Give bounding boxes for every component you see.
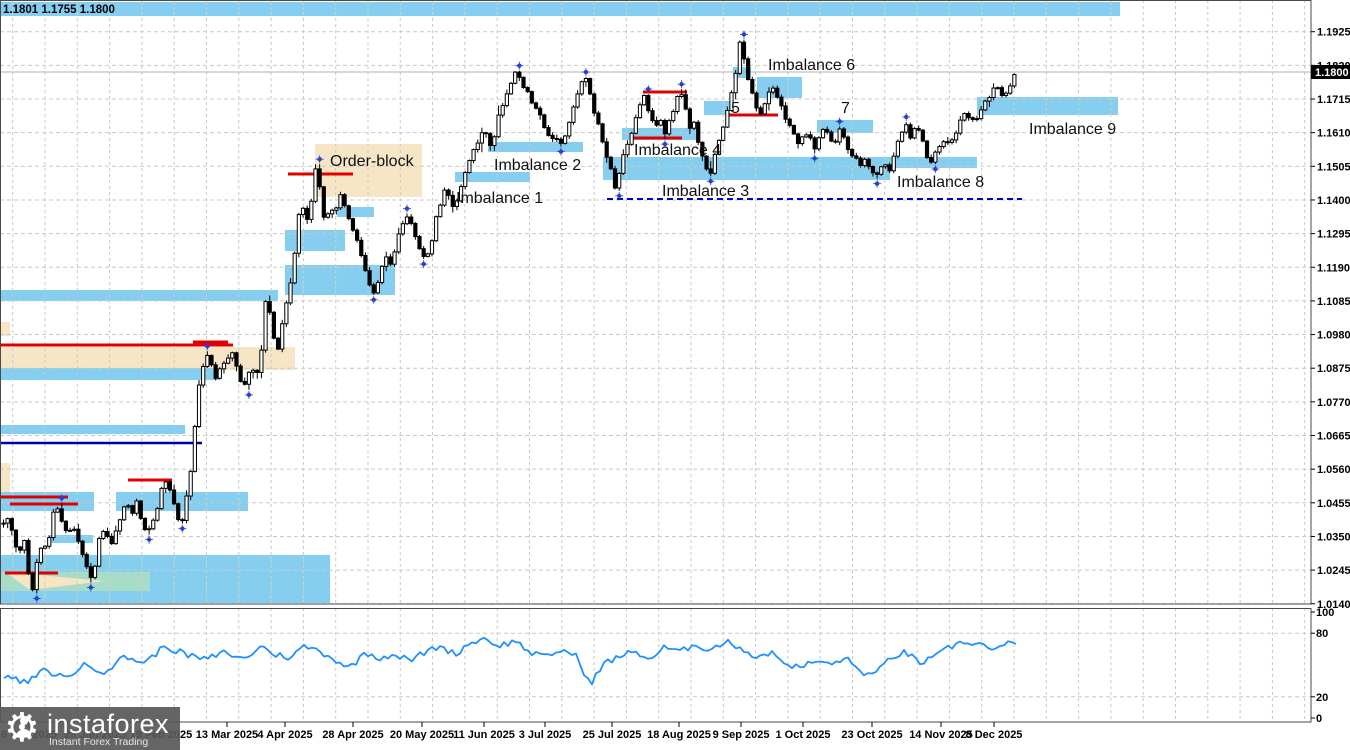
- current-price-badge: 1.1800: [1311, 65, 1350, 79]
- chart-frames: [0, 0, 1312, 723]
- price-tick-label: 1.0770: [1317, 397, 1350, 409]
- zone-target-band-top: [0, 2, 1120, 16]
- fractal-markers: [32, 30, 940, 603]
- beige-triangle: [5, 572, 105, 590]
- price-tick-label: 1.1505: [1317, 161, 1350, 173]
- oscillator-line: [3, 636, 1017, 686]
- zone-imbalance-9-rect: [977, 97, 1118, 115]
- date-tick-label: 13 Mar 2025: [196, 729, 258, 741]
- price-tick-label: 1.1925: [1317, 27, 1350, 39]
- date-tick-label: 1 Oct 2025: [775, 729, 830, 741]
- current-price-value: 1.1800: [1315, 67, 1349, 79]
- zone-beige-band-left: [0, 347, 295, 370]
- oscillator-tick-label: 80: [1316, 628, 1328, 640]
- oscillator-panel[interactable]: [0, 632, 1311, 698]
- price-tick-label: 1.1610: [1317, 128, 1350, 140]
- price-tick-label: 1.0245: [1317, 565, 1350, 577]
- date-tick-label: 14 Nov 2025: [909, 729, 973, 741]
- annotation-label: Imbalance 6: [768, 57, 855, 74]
- oscillator-tick-label: 20: [1316, 692, 1328, 704]
- svg-text:⚙: ⚙: [4, 706, 40, 750]
- zone-big-mid-band: [603, 157, 890, 180]
- grid: [0, 0, 1311, 722]
- quote-bar: 1.1801 1.1755 1.1800: [3, 4, 115, 16]
- price-tick-label: 1.1295: [1317, 229, 1350, 241]
- date-tick-label: 8 Dec 2025: [966, 729, 1023, 741]
- date-tick-label: 3 Jul 2025: [519, 729, 572, 741]
- annotation-label: Imbalance 2: [494, 157, 581, 174]
- date-tick-label: 25 Jul 2025: [583, 729, 642, 741]
- price-tick-label: 1.0560: [1317, 464, 1350, 476]
- annotation-labels: Order-block Imbalance 1 Imbalance 2 Imbalan…: [330, 57, 1116, 207]
- annotation-label: Imbalance 8: [897, 174, 984, 191]
- annotation-label: 5: [731, 100, 740, 117]
- zone-may-box: [337, 207, 374, 217]
- logo-tagline: Instant Forex Trading: [49, 736, 148, 748]
- price-tick-label: 1.0875: [1317, 363, 1350, 375]
- zone-band-111: [0, 290, 278, 301]
- zone-imbalance-1-rect: [455, 172, 530, 182]
- price-tick-label: 1.0980: [1317, 330, 1350, 342]
- oscillator-tick-label: 100: [1316, 607, 1334, 619]
- annotation-label: Imbalance 4: [634, 142, 721, 159]
- date-tick-label: 28 Apr 2025: [322, 729, 383, 741]
- zone-beige-strip-a: [0, 322, 10, 336]
- zone-beige-strip-b: [0, 463, 10, 500]
- annotation-label: Imbalance 1: [456, 190, 543, 207]
- zone-imbalance-6-rect: [757, 77, 802, 98]
- date-tick-label: 18 Aug 2025: [647, 729, 711, 741]
- price-tick-label: 1.0350: [1317, 531, 1350, 543]
- price-tick-label: 1.1715: [1317, 94, 1350, 106]
- zone-strip-small: [48, 535, 93, 543]
- date-tick-label: 9 Sep 2025: [713, 729, 770, 741]
- date-tick-label: 23 Oct 2025: [841, 729, 902, 741]
- price-tick-label: 1.0140: [1317, 599, 1350, 611]
- price-tick-label: 1.0455: [1317, 498, 1350, 510]
- date-tick-label: 4 Apr 2025: [257, 729, 312, 741]
- oscillator-tick-label: 0: [1316, 713, 1322, 725]
- logo-brand-text: instaforex: [47, 709, 169, 739]
- quote-line: 1.1801 1.1755 1.1800: [3, 4, 115, 16]
- zone-imbalance-2-rect: [488, 142, 583, 152]
- price-tick-label: 1.1190: [1317, 262, 1350, 274]
- annotation-label: Imbalance 3: [662, 183, 749, 200]
- annotation-label: Order-block: [330, 153, 415, 170]
- annotation-label: Imbalance 9: [1029, 121, 1116, 138]
- zone-box-feb-b: [116, 492, 248, 511]
- date-tick-label: 20 May 2025: [390, 729, 454, 741]
- zone-band-107: [0, 425, 185, 434]
- logo-background: [0, 707, 180, 750]
- price-tick-label: 1.0665: [1317, 431, 1350, 443]
- imbalance-zones: [0, 2, 1120, 603]
- candles: [1, 39, 1017, 594]
- gear-person-icon: ⚙: [4, 706, 40, 750]
- date-tick-label: 11 Jun 2025: [453, 729, 515, 741]
- zone-rect-7: [817, 120, 873, 133]
- price-tick-label: 1.1085: [1317, 296, 1350, 308]
- price-tick-label: 1.1400: [1317, 195, 1350, 207]
- annotation-label: 7: [841, 100, 850, 117]
- zone-box-feb-a: [0, 492, 94, 511]
